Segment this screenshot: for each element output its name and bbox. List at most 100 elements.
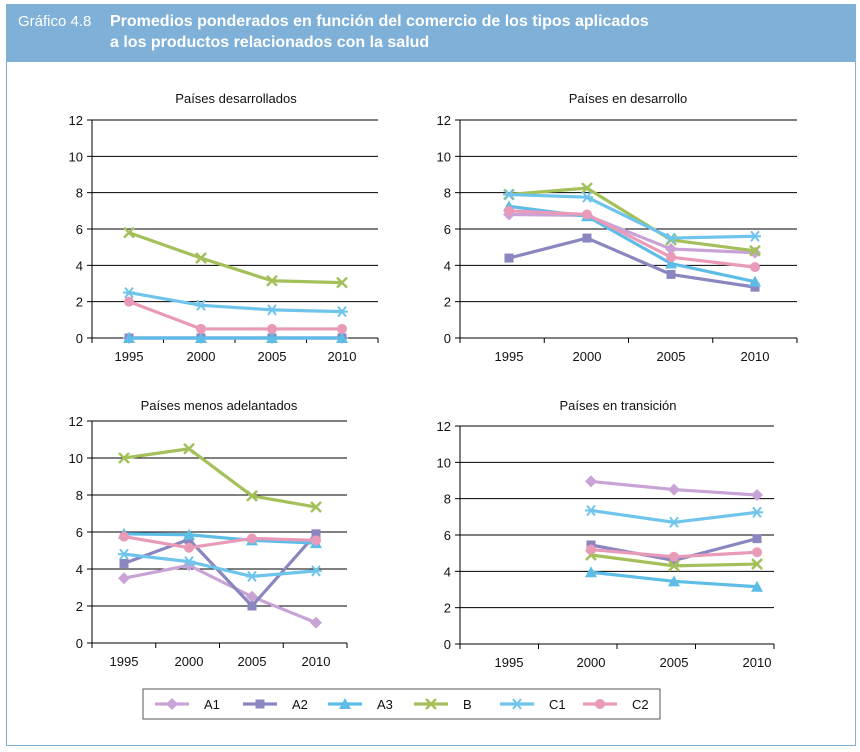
x-tick-label: 2005 [258,349,287,364]
data-point-a3 [123,332,135,343]
series-c1 [585,504,763,528]
series-b [118,442,322,513]
data-point-a3 [336,332,348,343]
y-tick-label: 6 [76,525,83,540]
chart-title: Países desarrollados [175,91,297,106]
chart-title: Países menos adelantados [141,398,298,413]
figure-title-line-1: Promedios ponderados en función del come… [110,13,649,30]
data-point-c2 [124,296,134,307]
y-tick-label: 4 [444,258,451,273]
series-a3 [118,527,322,549]
series-a3 [123,332,348,343]
series-a1 [585,475,763,502]
chart-title: Países en transición [559,398,676,413]
chart-panel-3: Países menos adelantados 0 2 4 6 8 10 12 1995 200… [69,398,348,669]
y-tick-label: 4 [76,562,83,577]
legend-item-a2: A2 [243,697,308,712]
series-line-a1 [123,563,317,625]
x-tick-label: 2005 [657,349,686,364]
figure-title-line-2: a los productos relacionados con la salu… [110,34,430,51]
x-tick-label: 2000 [577,655,606,670]
x-tick-label: 2010 [743,655,772,670]
data-point-b-stroke-b [266,274,278,287]
data-point-c1 [310,565,322,577]
y-tick-label: 10 [69,451,83,466]
data-point-c1-stroke-c [184,555,194,568]
legend: A1 A2 A3 B C1 C2 [142,688,661,720]
data-point-b-stroke-b [310,501,322,513]
chart-panel-2: Países en desarrollo 0 2 4 6 8 10 12 1995 2000 200… [437,91,798,364]
x-tick-label: 2000 [175,654,204,669]
y-tick-label: 8 [76,488,83,503]
series-line-c2 [508,209,756,269]
data-point-c1 [266,304,278,316]
series-line-a1 [508,212,756,255]
data-point-c1 [123,286,135,299]
figure-number: Gráfico 4.8 [18,13,92,30]
data-point-c2 [184,542,194,553]
y-tick-label: 0 [76,331,83,346]
y-tick-label: 2 [76,295,83,310]
legend-marker-a3 [339,698,351,709]
data-point-b-stroke-b [123,226,135,239]
data-point-a2 [504,253,514,263]
y-tick-label: 2 [76,599,83,614]
data-point-c2 [586,544,596,555]
series-line-a2 [123,532,318,608]
legend-marker-a1 [166,698,178,710]
data-point-a2 [666,269,676,279]
legend-item-c1: C1 [500,697,566,712]
x-tick-label: 2010 [328,349,357,364]
data-point-b-stroke-b [749,244,761,257]
data-point-a1 [310,616,322,629]
data-point-a3 [183,528,195,540]
chart-panel-1: Países desarrollados 0 2 4 6 8 10 12 1995 2000 200… [69,91,379,364]
series-b [585,549,763,572]
data-point-b-stroke-b [118,452,130,464]
series-line-c1 [123,552,317,579]
data-point-b [336,276,348,289]
data-point-c1-stroke-c [750,230,760,242]
data-point-b-stroke-b [751,558,763,570]
data-point-a1 [585,475,597,488]
data-point-a1 [118,572,130,585]
data-point-c1 [751,506,763,518]
legend-item-c2: C2 [583,697,649,712]
data-point-c2 [337,323,347,334]
data-point-c2 [504,205,514,216]
data-point-c2 [752,547,762,558]
data-point-a3 [266,332,278,343]
y-tick-label: 6 [444,222,451,237]
data-point-a2 [752,534,762,544]
series-line-c2 [123,535,317,550]
y-tick-label: 12 [437,113,451,128]
x-tick-label: 1995 [110,654,139,669]
data-point-c2 [669,551,679,562]
x-tick-label: 2005 [238,654,267,669]
data-point-c2 [750,262,760,273]
data-point-a2 [247,601,257,611]
chart-panel-4: Países en transición 0 2 4 6 8 10 12 1995 2000 200… [437,398,775,670]
data-point-c1 [246,570,258,583]
legend-label: A3 [377,697,393,712]
series-line-c1 [590,508,758,524]
data-point-c1 [118,548,130,560]
data-point-c1 [503,188,515,201]
legend-label: A1 [204,697,220,712]
data-point-c1 [336,306,348,318]
legend-marker-c1 [511,698,523,710]
data-point-a1 [668,483,680,496]
data-point-c2 [311,535,321,546]
x-tick-label: 2010 [302,654,331,669]
legend-marker-c1-stroke-c [512,698,522,710]
series-line-b [128,231,343,285]
data-point-b-stroke-b [668,559,680,572]
data-point-a2 [119,558,129,568]
data-point-b [581,182,593,195]
series-c1 [123,286,348,318]
data-point-c1-stroke-c [666,232,676,244]
x-tick-label: 2010 [741,349,770,364]
data-point-b [123,226,135,239]
data-point-c1 [183,555,195,568]
